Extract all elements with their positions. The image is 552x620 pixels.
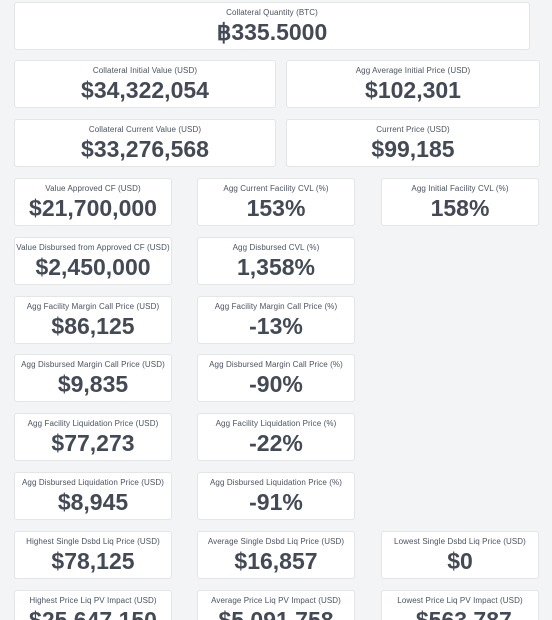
card-value: -91%: [249, 489, 303, 515]
card-label: Agg Disbursed Margin Call Price (USD): [21, 360, 165, 369]
card-label: Value Approved CF (USD): [45, 184, 141, 193]
card-label: Agg Disbursed CVL (%): [232, 243, 320, 252]
card-label: Agg Facility Liquidation Price (%): [215, 419, 337, 428]
agg-disbursed-margin-call-pct-card: Agg Disbursed Margin Call Price (%) -90%: [197, 354, 355, 402]
card-label: Collateral Initial Value (USD): [92, 66, 198, 75]
agg-facility-margin-call-usd-card: Agg Facility Margin Call Price (USD) $86…: [14, 296, 172, 344]
card-value: $16,857: [234, 548, 318, 574]
card-label: Collateral Current Value (USD): [88, 125, 202, 134]
card-value: 153%: [246, 195, 306, 221]
card-value: 158%: [430, 195, 490, 221]
card-value: $25,647,150: [29, 607, 157, 620]
highest-single-dsbd-liq-card: Highest Single Dsbd Liq Price (USD) $78,…: [14, 531, 172, 579]
agg-facility-liquidation-pct-card: Agg Facility Liquidation Price (%) -22%: [197, 413, 355, 461]
agg-facility-margin-call-pct-card: Agg Facility Margin Call Price (%) -13%: [197, 296, 355, 344]
card-value: $77,273: [51, 430, 135, 456]
card-value: $86,125: [51, 313, 135, 339]
average-price-liq-pv-card: Average Price Liq PV Impact (USD) $5,091…: [197, 590, 355, 620]
card-label: Highest Price Liq PV Impact (USD): [29, 596, 157, 605]
card-value: $33,276,568: [81, 136, 209, 162]
average-single-dsbd-liq-card: Average Single Dsbd Liq Price (USD) $16,…: [197, 531, 355, 579]
card-label: Agg Facility Margin Call Price (%): [214, 302, 338, 311]
card-value: -$563,787: [408, 607, 512, 620]
value-disbursed-card: Value Disbursed from Approved CF (USD) $…: [14, 237, 172, 285]
highest-price-liq-pv-card: Highest Price Liq PV Impact (USD) $25,64…: [14, 590, 172, 620]
card-label: Agg Disbursed Liquidation Price (%): [209, 478, 342, 487]
lowest-single-dsbd-liq-card: Lowest Single Dsbd Liq Price (USD) $0: [381, 531, 539, 579]
card-value: $2,450,000: [35, 254, 151, 280]
card-label: Value Disbursed from Approved CF (USD): [16, 243, 170, 252]
card-label: Lowest Single Dsbd Liq Price (USD): [394, 537, 526, 546]
agg-disbursed-margin-call-usd-card: Agg Disbursed Margin Call Price (USD) $9…: [14, 354, 172, 402]
agg-average-initial-price-card: Agg Average Initial Price (USD) $102,301: [286, 60, 540, 108]
agg-disbursed-cvl-card: Agg Disbursed CVL (%) 1,358%: [197, 237, 355, 285]
card-label: Agg Initial Facility CVL (%): [411, 184, 509, 193]
agg-current-facility-cvl-card: Agg Current Facility CVL (%) 153%: [197, 178, 355, 226]
card-value: -22%: [249, 430, 303, 456]
card-value: $8,945: [57, 489, 129, 515]
card-label: Collateral Quantity (BTC): [226, 8, 318, 17]
card-value: $99,185: [371, 136, 455, 162]
value-approved-cf-card: Value Approved CF (USD) $21,700,000: [14, 178, 172, 226]
collateral-initial-value-card: Collateral Initial Value (USD) $34,322,0…: [14, 60, 276, 108]
card-label: Average Price Liq PV Impact (USD): [211, 596, 341, 605]
agg-disbursed-liquidation-pct-card: Agg Disbursed Liquidation Price (%) -91%: [197, 472, 355, 520]
card-label: Lowest Price Liq PV Impact (USD): [397, 596, 523, 605]
card-value: $102,301: [365, 77, 461, 103]
card-value: $78,125: [51, 548, 135, 574]
agg-disbursed-liquidation-usd-card: Agg Disbursed Liquidation Price (USD) $8…: [14, 472, 172, 520]
card-value: ฿335.5000: [216, 19, 328, 45]
card-value: $0: [447, 548, 473, 574]
collateral-current-value-card: Collateral Current Value (USD) $33,276,5…: [14, 119, 276, 167]
card-label: Average Single Dsbd Liq Price (USD): [207, 537, 345, 546]
current-price-card: Current Price (USD) $99,185: [286, 119, 540, 167]
card-value: $5,091,758: [218, 607, 334, 620]
agg-facility-liquidation-usd-card: Agg Facility Liquidation Price (USD) $77…: [14, 413, 172, 461]
card-value: $34,322,054: [81, 77, 209, 103]
card-label: Agg Facility Margin Call Price (USD): [26, 302, 160, 311]
card-label: Agg Disbursed Liquidation Price (USD): [22, 478, 164, 487]
card-label: Agg Current Facility CVL (%): [223, 184, 329, 193]
agg-initial-facility-cvl-card: Agg Initial Facility CVL (%) 158%: [381, 178, 539, 226]
card-label: Agg Facility Liquidation Price (USD): [27, 419, 159, 428]
lowest-price-liq-pv-card: Lowest Price Liq PV Impact (USD) -$563,7…: [381, 590, 539, 620]
card-value: $9,835: [57, 371, 129, 397]
card-label: Agg Disbursed Margin Call Price (%): [209, 360, 343, 369]
card-value: -13%: [249, 313, 303, 339]
card-value: 1,358%: [236, 254, 315, 280]
card-value: $21,700,000: [29, 195, 157, 221]
card-label: Current Price (USD): [376, 125, 450, 134]
collateral-quantity-card: Collateral Quantity (BTC) ฿335.5000: [14, 2, 530, 50]
card-label: Agg Average Initial Price (USD): [355, 66, 471, 75]
card-label: Highest Single Dsbd Liq Price (USD): [26, 537, 160, 546]
card-value: -90%: [249, 371, 303, 397]
